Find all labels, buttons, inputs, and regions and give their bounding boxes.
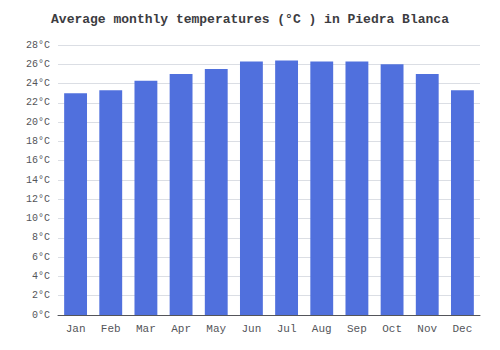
svg-text:Aug: Aug <box>312 323 332 335</box>
svg-text:0°C: 0°C <box>32 310 50 321</box>
svg-text:Jul: Jul <box>277 323 297 335</box>
svg-text:Jun: Jun <box>242 323 262 335</box>
svg-text:6°C: 6°C <box>32 252 50 263</box>
svg-text:28°C: 28°C <box>26 40 50 51</box>
svg-text:20°C: 20°C <box>26 117 50 128</box>
svg-text:26°C: 26°C <box>26 59 50 70</box>
svg-text:Feb: Feb <box>101 323 121 335</box>
svg-text:8°C: 8°C <box>32 232 50 243</box>
svg-text:16°C: 16°C <box>26 155 50 166</box>
svg-text:24°C: 24°C <box>26 78 50 89</box>
svg-text:12°C: 12°C <box>26 194 50 205</box>
svg-text:18°C: 18°C <box>26 136 50 147</box>
svg-text:Average monthly temperatures (: Average monthly temperatures (°C ) in Pi… <box>51 12 449 27</box>
svg-text:Dec: Dec <box>453 323 473 335</box>
svg-text:Jan: Jan <box>66 323 86 335</box>
svg-text:4°C: 4°C <box>32 271 50 282</box>
svg-text:Nov: Nov <box>417 323 437 335</box>
svg-text:Mar: Mar <box>136 323 156 335</box>
svg-text:10°C: 10°C <box>26 213 50 224</box>
svg-text:Apr: Apr <box>171 323 191 335</box>
svg-text:May: May <box>206 323 226 335</box>
svg-text:Sep: Sep <box>347 323 367 335</box>
svg-text:22°C: 22°C <box>26 97 50 108</box>
svg-text:Oct: Oct <box>382 323 402 335</box>
svg-text:2°C: 2°C <box>32 290 50 301</box>
svg-text:14°C: 14°C <box>26 175 50 186</box>
